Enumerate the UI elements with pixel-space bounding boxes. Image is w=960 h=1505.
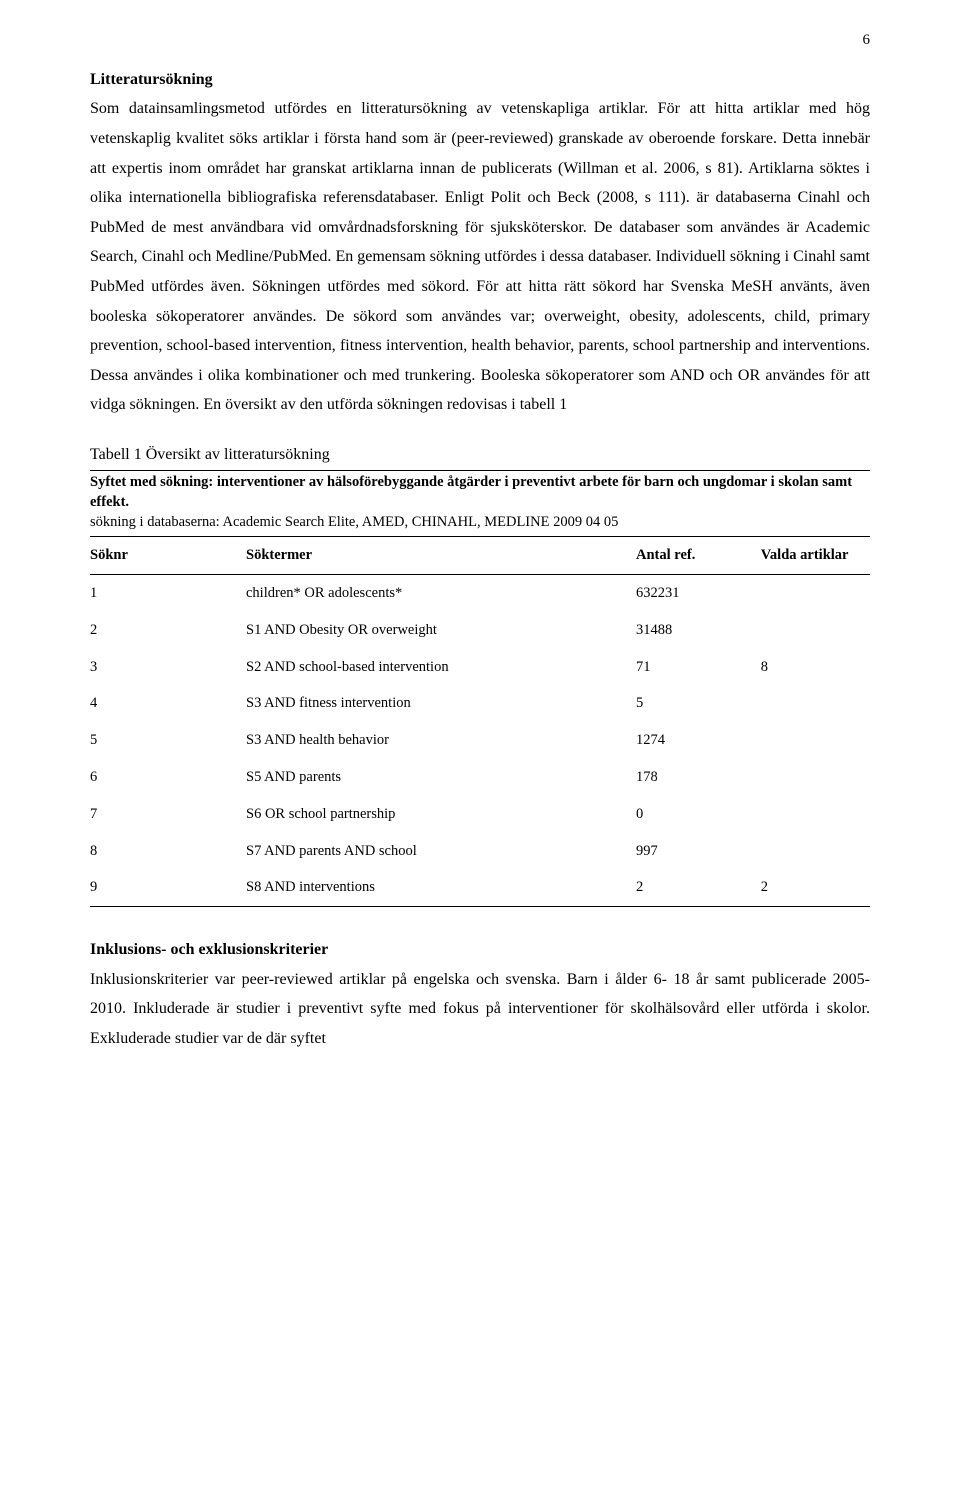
table-cell: S3 AND fitness intervention <box>246 685 636 722</box>
table-cell <box>761 759 870 796</box>
table-cell <box>761 685 870 722</box>
table-purpose-bold: Syftet med sökning: interventioner av hä… <box>90 474 852 510</box>
table-row: 2S1 AND Obesity OR overweight31488 <box>90 612 870 649</box>
table-purpose-rest: sökning i databaserna: Academic Search E… <box>90 514 618 530</box>
table-cell: S8 AND interventions <box>246 869 636 906</box>
table-cell: 71 <box>636 649 761 686</box>
table-cell: 1274 <box>636 722 761 759</box>
table-cell <box>761 833 870 870</box>
col-valda: Valda artiklar <box>761 537 870 575</box>
table-row: 9S8 AND interventions22 <box>90 869 870 906</box>
table-cell: 5 <box>636 685 761 722</box>
table-cell: 2 <box>761 869 870 906</box>
table-cell <box>761 796 870 833</box>
table-cell: 1 <box>90 574 246 611</box>
table-row: 1children* OR adolescents*632231 <box>90 574 870 611</box>
table-row: 7S6 OR school partnership0 <box>90 796 870 833</box>
table-cell: S2 AND school-based intervention <box>246 649 636 686</box>
table-cell: S6 OR school partnership <box>246 796 636 833</box>
table-cell: 2 <box>636 869 761 906</box>
table-purpose: Syftet med sökning: interventioner av hä… <box>90 473 870 532</box>
table-cell: 997 <box>636 833 761 870</box>
table-cell: 7 <box>90 796 246 833</box>
col-soktermer: Söktermer <box>246 537 636 575</box>
table-cell: S5 AND parents <box>246 759 636 796</box>
search-table: Söknr Söktermer Antal ref. Valda artikla… <box>90 536 870 907</box>
table-cell: 31488 <box>636 612 761 649</box>
table-cell <box>761 722 870 759</box>
table-cell: 178 <box>636 759 761 796</box>
section-heading-inklusions: Inklusions- och exklusionskriterier <box>90 935 870 965</box>
table-cell: S3 AND health behavior <box>246 722 636 759</box>
table-cell: 2 <box>90 612 246 649</box>
table-cell: 0 <box>636 796 761 833</box>
section1-body: Som datainsamlingsmetod utfördes en litt… <box>90 94 870 420</box>
table-row: 8S7 AND parents AND school997 <box>90 833 870 870</box>
table-cell: 4 <box>90 685 246 722</box>
table-cell: 3 <box>90 649 246 686</box>
section-heading-litteratursokning: Litteratursökning <box>90 65 870 95</box>
table-cell: S1 AND Obesity OR overweight <box>246 612 636 649</box>
col-antal-ref: Antal ref. <box>636 537 761 575</box>
table-cell: 6 <box>90 759 246 796</box>
table-row: 6S5 AND parents178 <box>90 759 870 796</box>
table-cell: 632231 <box>636 574 761 611</box>
table-cell: S7 AND parents AND school <box>246 833 636 870</box>
table-cell: children* OR adolescents* <box>246 574 636 611</box>
table-cell: 9 <box>90 869 246 906</box>
table-cell: 8 <box>761 649 870 686</box>
col-soknr: Söknr <box>90 537 246 575</box>
page-number: 6 <box>90 27 870 55</box>
table-cell <box>761 612 870 649</box>
table-cell: 5 <box>90 722 246 759</box>
table-row: 3S2 AND school-based intervention718 <box>90 649 870 686</box>
table-header-row: Söknr Söktermer Antal ref. Valda artikla… <box>90 537 870 575</box>
section2-body: Inklusionskriterier var peer-reviewed ar… <box>90 965 870 1054</box>
table-cell <box>761 574 870 611</box>
table-caption: Tabell 1 Översikt av litteratursökning <box>90 440 870 472</box>
table-row: 5S3 AND health behavior1274 <box>90 722 870 759</box>
table-cell: 8 <box>90 833 246 870</box>
table-row: 4S3 AND fitness intervention5 <box>90 685 870 722</box>
